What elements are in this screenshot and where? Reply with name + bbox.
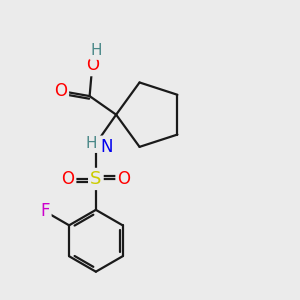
Text: O: O	[61, 170, 74, 188]
Text: O: O	[86, 56, 99, 74]
Text: S: S	[90, 170, 102, 188]
Text: H: H	[91, 43, 102, 58]
Text: O: O	[117, 170, 130, 188]
Text: F: F	[40, 202, 50, 220]
Text: O: O	[54, 82, 67, 100]
Text: N: N	[100, 138, 112, 156]
Text: H: H	[86, 136, 97, 151]
